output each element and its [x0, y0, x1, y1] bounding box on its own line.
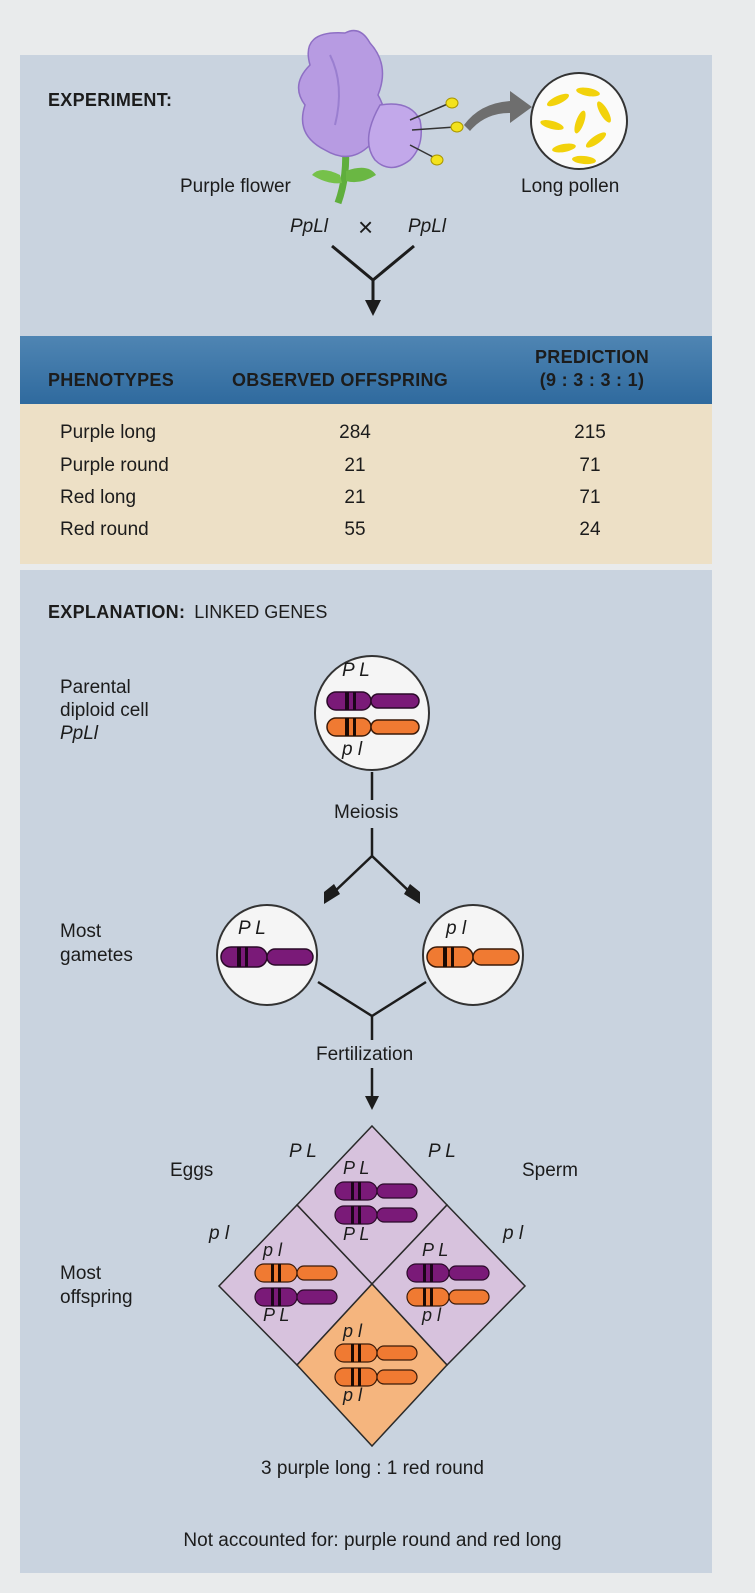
experiment-heading: EXPERIMENT:	[48, 90, 173, 110]
parental-bottom-alleles: p l	[342, 739, 363, 760]
meiosis-label: Meiosis	[334, 802, 399, 823]
offspring-label: Most offspring	[60, 1262, 133, 1310]
table-header-bar	[20, 336, 712, 404]
row-prediction: 24	[579, 519, 601, 540]
gametes-label-line: Most	[60, 921, 102, 942]
gamete-cell-left	[216, 904, 318, 1006]
cell-left-alleles-b: P L	[263, 1305, 290, 1325]
cell-bottom-alleles-b: p l	[343, 1385, 363, 1405]
flower-label: Purple flower	[180, 176, 291, 197]
explanation-heading-rest: LINKED GENES	[194, 602, 328, 622]
row-phenotype: Red round	[60, 519, 149, 540]
row-observed: 55	[344, 519, 366, 540]
meiosis-line	[370, 772, 374, 800]
pollen-label: Long pollen	[521, 176, 620, 197]
parental-label-line: diploid cell	[60, 700, 149, 721]
cell-right-alleles-a: P L	[422, 1240, 449, 1260]
cell-left-alleles-a: p l	[263, 1240, 283, 1260]
header-phenotypes: PHENOTYPES	[48, 370, 175, 390]
cross-merge-arrow-icon	[331, 244, 415, 316]
purple-flower-illustration	[297, 29, 464, 205]
gametes-label-line: gametes	[60, 945, 133, 966]
offspring-label-line: Most	[60, 1263, 102, 1284]
row-observed: 21	[344, 487, 366, 508]
eggs-side-alleles: p l	[209, 1223, 230, 1244]
row-phenotype: Red long	[60, 487, 137, 508]
parental-cell	[314, 655, 430, 771]
header-prediction: PREDICTION	[534, 347, 649, 367]
cell-bottom-alleles-a: p l	[343, 1321, 363, 1341]
pollen-arrow-icon	[464, 91, 532, 131]
row-prediction: 71	[579, 487, 601, 508]
fertilization-merge-lines	[317, 980, 427, 1040]
sperm-label: Sperm	[522, 1160, 578, 1181]
eggs-top-alleles: P L	[289, 1141, 317, 1162]
sperm-top-alleles: P L	[428, 1141, 456, 1162]
ratio-text: 3 purple long : 1 red round	[261, 1458, 484, 1479]
long-pollen-circle	[530, 72, 628, 170]
cell-right-alleles-b: p l	[422, 1305, 442, 1325]
explanation-heading: EXPLANATION: LINKED GENES	[48, 602, 327, 623]
gamete-cell-right	[422, 904, 524, 1006]
cross-symbol: ×	[358, 212, 374, 242]
fertilization-label: Fertilization	[316, 1044, 414, 1065]
cross-left-genotype: PpLl	[290, 216, 329, 237]
row-phenotype: Purple round	[60, 455, 169, 476]
cross-right-genotype: PpLl	[408, 216, 447, 237]
parental-genotype: PpLl	[60, 723, 99, 744]
cell-top-alleles-b: P L	[343, 1224, 370, 1244]
explanation-heading-bold: EXPLANATION:	[48, 602, 186, 622]
gamete-right-alleles: p l	[446, 918, 467, 939]
background-page-text	[500, 0, 755, 50]
row-observed: 21	[344, 455, 366, 476]
parental-cell-label: Parental diploid cell PpLl	[60, 676, 149, 745]
not-accounted-text: Not accounted for: purple round and red …	[183, 1530, 562, 1551]
offspring-label-line: offspring	[60, 1287, 133, 1308]
row-prediction: 71	[579, 455, 601, 476]
table-body	[20, 404, 712, 564]
gametes-label: Most gametes	[60, 920, 133, 968]
meiosis-split-arrow-icon	[324, 828, 420, 904]
eggs-label: Eggs	[170, 1160, 214, 1181]
cell-top-alleles-a: P L	[343, 1158, 370, 1178]
parental-top-alleles: P L	[342, 660, 370, 681]
fertilization-arrow-icon	[365, 1068, 379, 1110]
parental-label-line: Parental	[60, 677, 131, 698]
gamete-left-alleles: P L	[238, 918, 266, 939]
punnett-square	[217, 1124, 527, 1448]
row-observed: 284	[339, 422, 371, 443]
header-observed: OBSERVED OFFSPRING	[232, 370, 449, 390]
header-prediction-ratio: (9 : 3 : 3 : 1)	[539, 370, 645, 390]
sperm-side-alleles: p l	[503, 1223, 524, 1244]
row-prediction: 215	[574, 422, 606, 443]
row-phenotype: Purple long	[60, 422, 157, 443]
